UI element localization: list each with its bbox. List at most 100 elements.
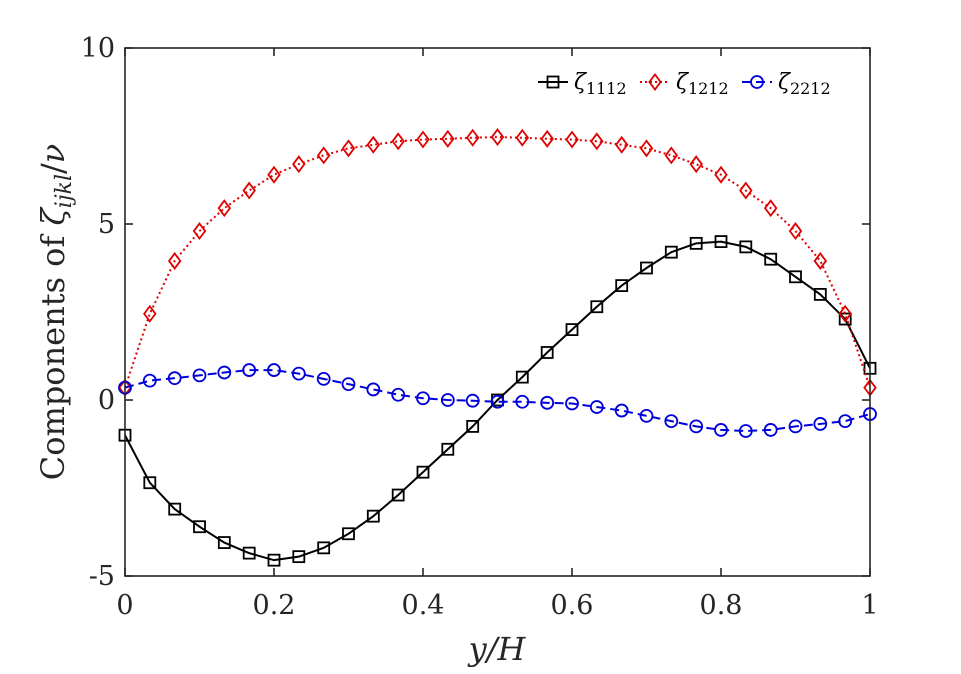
data-point (589, 400, 604, 414)
data-point (838, 414, 853, 429)
data-point (615, 279, 629, 293)
data-point (416, 465, 430, 479)
x-tick-label: 0.4 (402, 590, 445, 621)
data-point (764, 252, 778, 266)
plot-area-frame (124, 47, 871, 577)
legend-marker (546, 75, 560, 89)
data-point (565, 130, 579, 149)
data-point (366, 509, 380, 523)
data-point (143, 304, 157, 323)
x-tick-label: 0 (116, 590, 133, 621)
data-point (242, 363, 257, 377)
data-point (292, 155, 306, 174)
data-point (813, 287, 827, 301)
data-point (267, 165, 281, 184)
data-point (714, 235, 728, 249)
data-point (391, 132, 405, 151)
data-point (590, 300, 604, 314)
data-point (192, 368, 207, 383)
data-point (465, 393, 480, 408)
data-point (739, 240, 753, 254)
y-tick-label: 10 (81, 33, 115, 64)
data-point (316, 146, 331, 165)
y-tick-label: 5 (98, 209, 115, 240)
data-point (565, 396, 579, 411)
x-tick-label: 0.8 (700, 590, 743, 621)
data-point (217, 199, 232, 218)
legend: ζ1112 ζ1212 ζ2212 (538, 70, 831, 98)
data-point (565, 323, 579, 337)
legend-label: ζ2212 (778, 70, 831, 98)
data-point (167, 371, 182, 386)
data-point (614, 135, 629, 154)
data-point (193, 520, 206, 534)
y-axis-label: Components of ζijkl/ν (34, 144, 77, 481)
data-point (639, 408, 654, 423)
data-point (441, 129, 455, 148)
series-2 (118, 128, 877, 397)
data-point (639, 139, 654, 158)
data-point (788, 419, 803, 434)
data-point (217, 365, 232, 380)
series-1 (118, 235, 877, 567)
data-point (366, 382, 381, 397)
data-point (714, 165, 728, 184)
data-point (540, 395, 555, 410)
data-point (739, 181, 753, 200)
data-point (763, 199, 778, 218)
legend-label: ζ1212 (676, 70, 729, 98)
data-point (515, 370, 529, 384)
data-point (689, 419, 704, 434)
data-point (168, 502, 182, 516)
data-point (490, 128, 505, 147)
data-point (515, 128, 530, 147)
legend-marker (648, 73, 662, 91)
data-point (466, 419, 480, 433)
data-point (490, 394, 505, 409)
data-point (738, 424, 753, 438)
data-point (316, 371, 331, 386)
y-tick-label: 0 (98, 385, 115, 416)
data-point (292, 550, 306, 564)
series-line (124, 240, 871, 562)
data-point (143, 476, 157, 490)
series-3 (118, 363, 877, 438)
data-point (614, 403, 629, 418)
data-point (664, 414, 679, 429)
data-point (838, 304, 852, 323)
data-point (689, 155, 703, 174)
x-tick-label: 0.2 (253, 590, 296, 621)
data-point (391, 387, 406, 402)
data-point (465, 128, 480, 147)
data-point (664, 245, 678, 259)
data-point (391, 488, 405, 502)
data-point (441, 442, 455, 456)
data-point (267, 553, 281, 567)
data-point (217, 536, 231, 549)
data-point (342, 527, 355, 541)
data-point (291, 366, 306, 381)
data-point (813, 417, 828, 431)
data-point (242, 546, 256, 560)
data-point (341, 139, 356, 158)
x-tick-label: 0.6 (551, 590, 594, 621)
data-point (789, 270, 802, 284)
data-point (267, 363, 281, 377)
x-tick-label: 1 (861, 590, 878, 621)
data-point (714, 423, 728, 437)
data-point (590, 132, 604, 151)
legend-label: ζ1112 (574, 70, 627, 98)
data-point (416, 130, 430, 149)
data-point (317, 541, 331, 555)
data-point (640, 261, 653, 275)
data-point (440, 393, 455, 407)
series-layer (118, 128, 877, 567)
series-line (124, 136, 871, 388)
data-point (192, 222, 207, 241)
data-point (167, 251, 182, 270)
y-tick-label: -5 (89, 561, 115, 592)
data-point (813, 251, 828, 270)
data-point (664, 146, 679, 165)
data-point (540, 346, 554, 359)
